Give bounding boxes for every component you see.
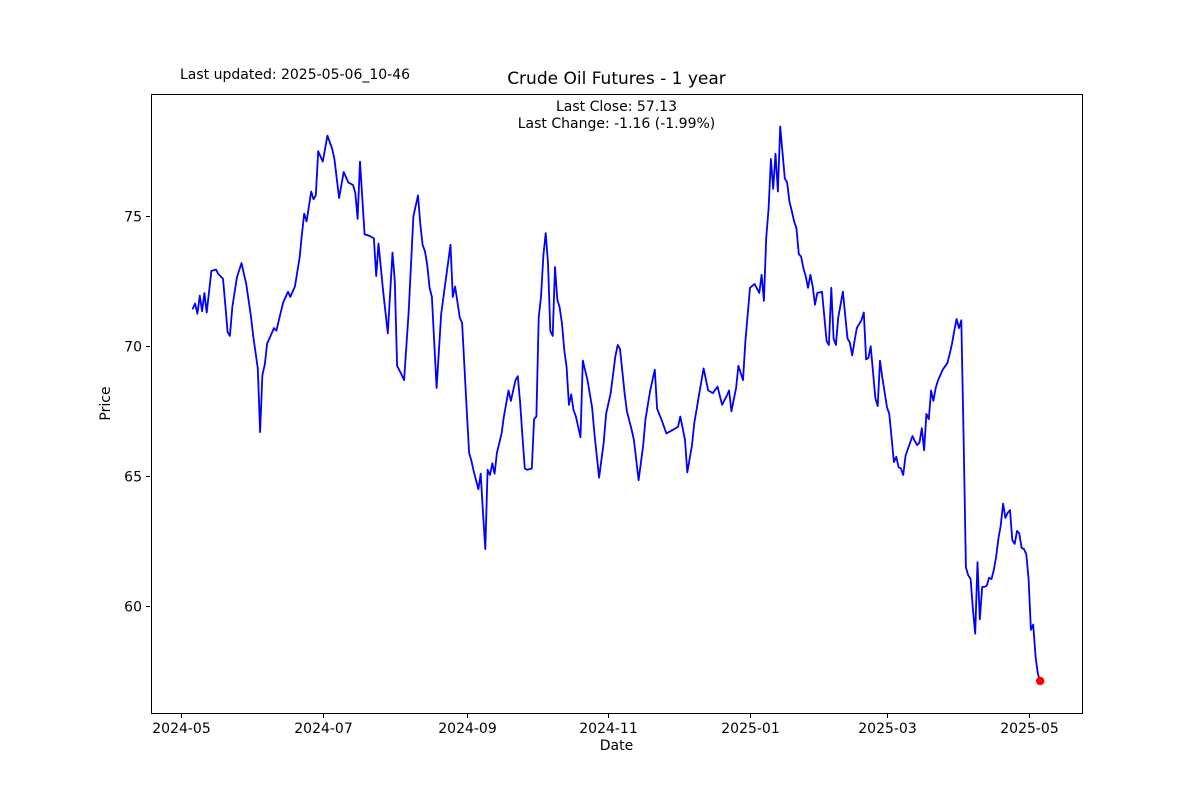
x-tick-label: 2024-05 [152,721,211,737]
x-tick-label: 2024-07 [294,721,353,737]
y-tick-label: 75 [124,210,142,226]
x-axis-label: Date [600,738,633,754]
last-close-annotation: Last Close: 57.13 Last Change: -1.16 (-1… [151,99,1082,132]
last-close-line: Last Close: 57.13 [556,99,677,115]
last-change-line: Last Change: -1.16 (-1.99%) [517,115,716,132]
x-tick-label: 2025-01 [721,721,780,737]
y-tick-label: 65 [124,470,142,486]
chart-title: Crude Oil Futures - 1 year [507,69,726,89]
x-tick-label: 2024-11 [579,721,638,737]
last-close-marker [1036,676,1045,686]
axes-frame [151,94,1083,714]
y-tick-label: 70 [124,340,142,356]
y-axis-label: Price [98,386,114,420]
y-tick-label: 60 [124,600,142,616]
x-tick-label: 2025-03 [858,721,917,737]
last-updated-text: Last updated: 2025-05-06_10-46 [180,67,411,83]
x-tick-label: 2024-09 [438,721,497,737]
x-tick-label: 2025-05 [1000,721,1059,737]
price-line [191,125,1042,682]
